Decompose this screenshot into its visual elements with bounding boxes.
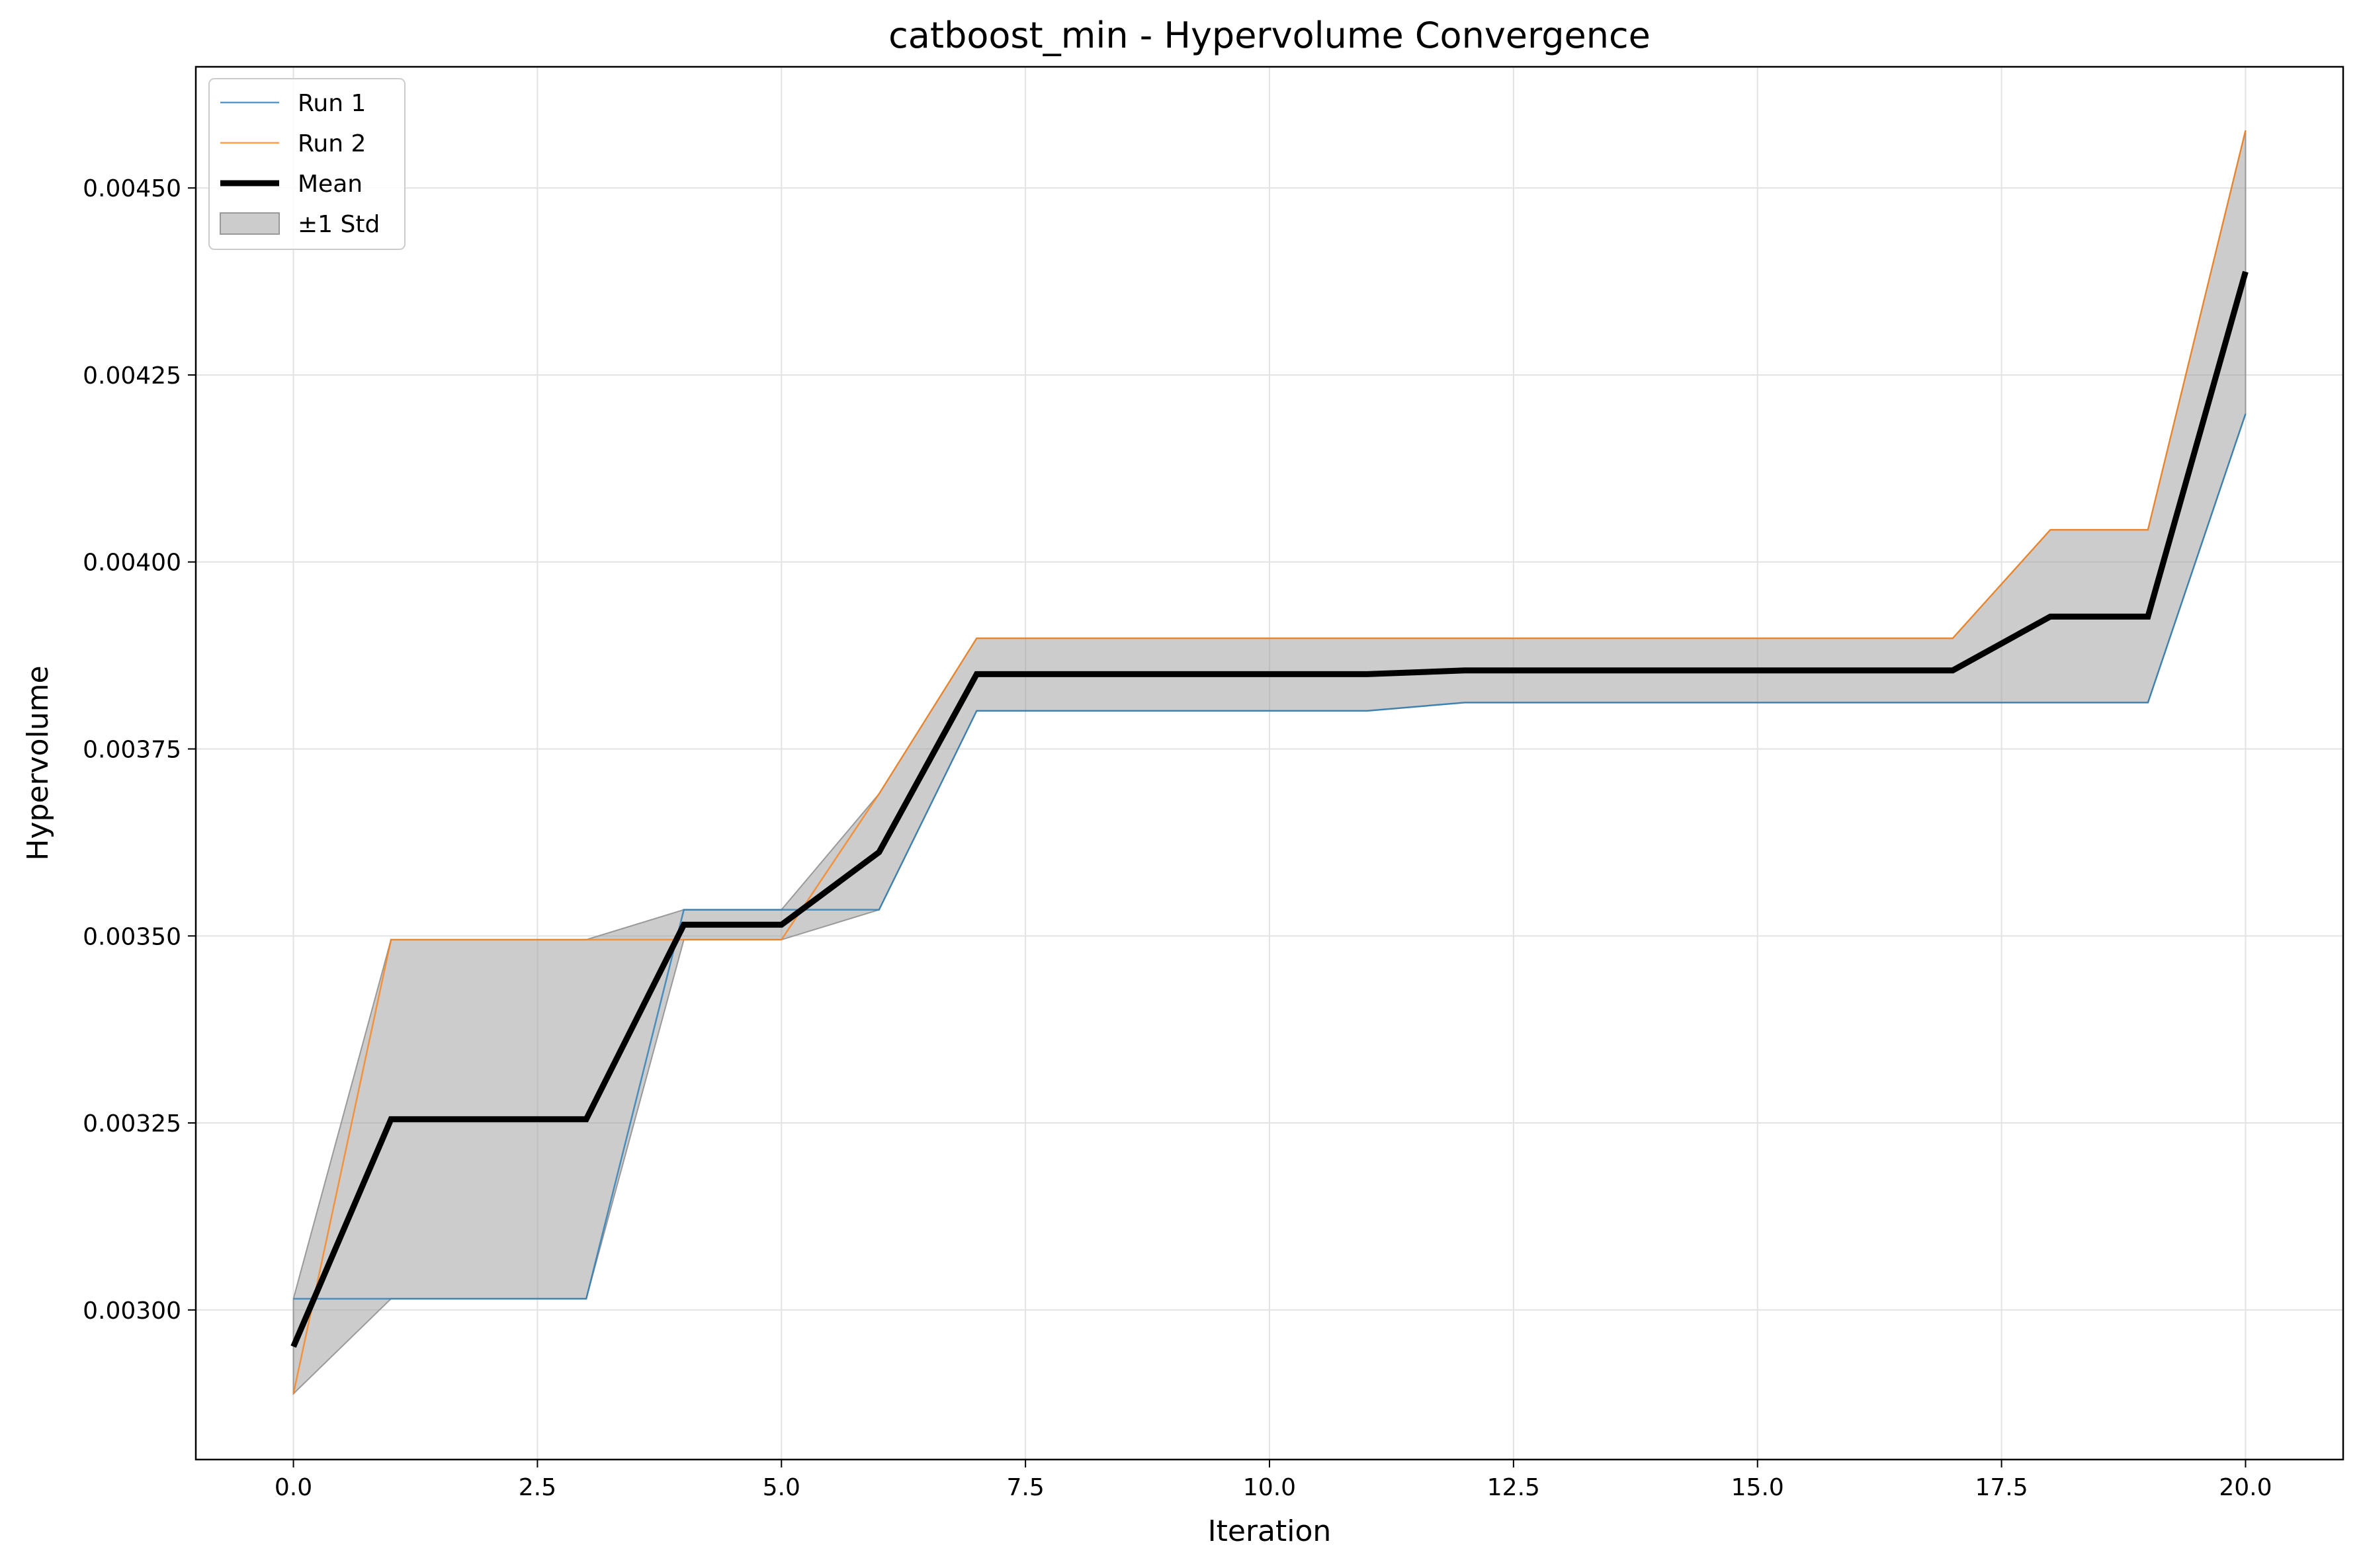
y-axis-ticks: 0.00300 0.00325 0.00350 0.00375 0.00400 0.004… <box>83 175 196 1325</box>
x-tick-label: 12.5 <box>1487 1474 1540 1501</box>
x-tick-label: 7.5 <box>1007 1474 1045 1501</box>
legend-std-label: ±1 Std <box>298 211 380 238</box>
y-tick-label: 0.00425 <box>83 362 181 390</box>
y-tick-label: 0.00300 <box>83 1298 181 1325</box>
chart-title: catboost_min - Hypervolume Convergence <box>888 15 1651 56</box>
y-tick-label: 0.00400 <box>83 550 181 577</box>
legend-run-1-label: Run 1 <box>298 90 366 117</box>
series-line-run-1 <box>293 413 2247 1300</box>
legend: Run 1 Run 2 Mean ±1 Std <box>208 78 406 250</box>
legend-std-swatch <box>220 212 280 235</box>
y-tick-label: 0.00325 <box>83 1110 181 1137</box>
y-axis-label: Hypervolume <box>21 665 55 860</box>
x-tick-label: 0.0 <box>275 1474 312 1501</box>
x-tick-label: 20.0 <box>2219 1474 2272 1501</box>
legend-mean-label: Mean <box>298 171 363 198</box>
y-tick-label: 0.00375 <box>83 737 181 764</box>
y-tick-label: 0.00350 <box>83 923 181 950</box>
legend-run-2-label: Run 2 <box>298 130 366 157</box>
y-tick-label: 0.00450 <box>83 175 181 202</box>
series-line-run-2 <box>292 130 2247 1394</box>
x-tick-label: 2.5 <box>519 1474 556 1501</box>
x-axis-ticks: 0.0 2.5 5.0 7.5 10.0 12.5 15.0 17.5 20.0 <box>275 1460 2272 1501</box>
series-lines <box>290 130 2249 1394</box>
x-tick-label: 5.0 <box>763 1474 800 1501</box>
legend-box <box>208 78 406 250</box>
x-axis-label: Iteration <box>1208 1514 1332 1548</box>
x-tick-label: 17.5 <box>1975 1474 2028 1501</box>
x-tick-label: 15.0 <box>1731 1474 1784 1501</box>
x-tick-label: 10.0 <box>1243 1474 1296 1501</box>
series-line-mean <box>290 270 2249 1348</box>
